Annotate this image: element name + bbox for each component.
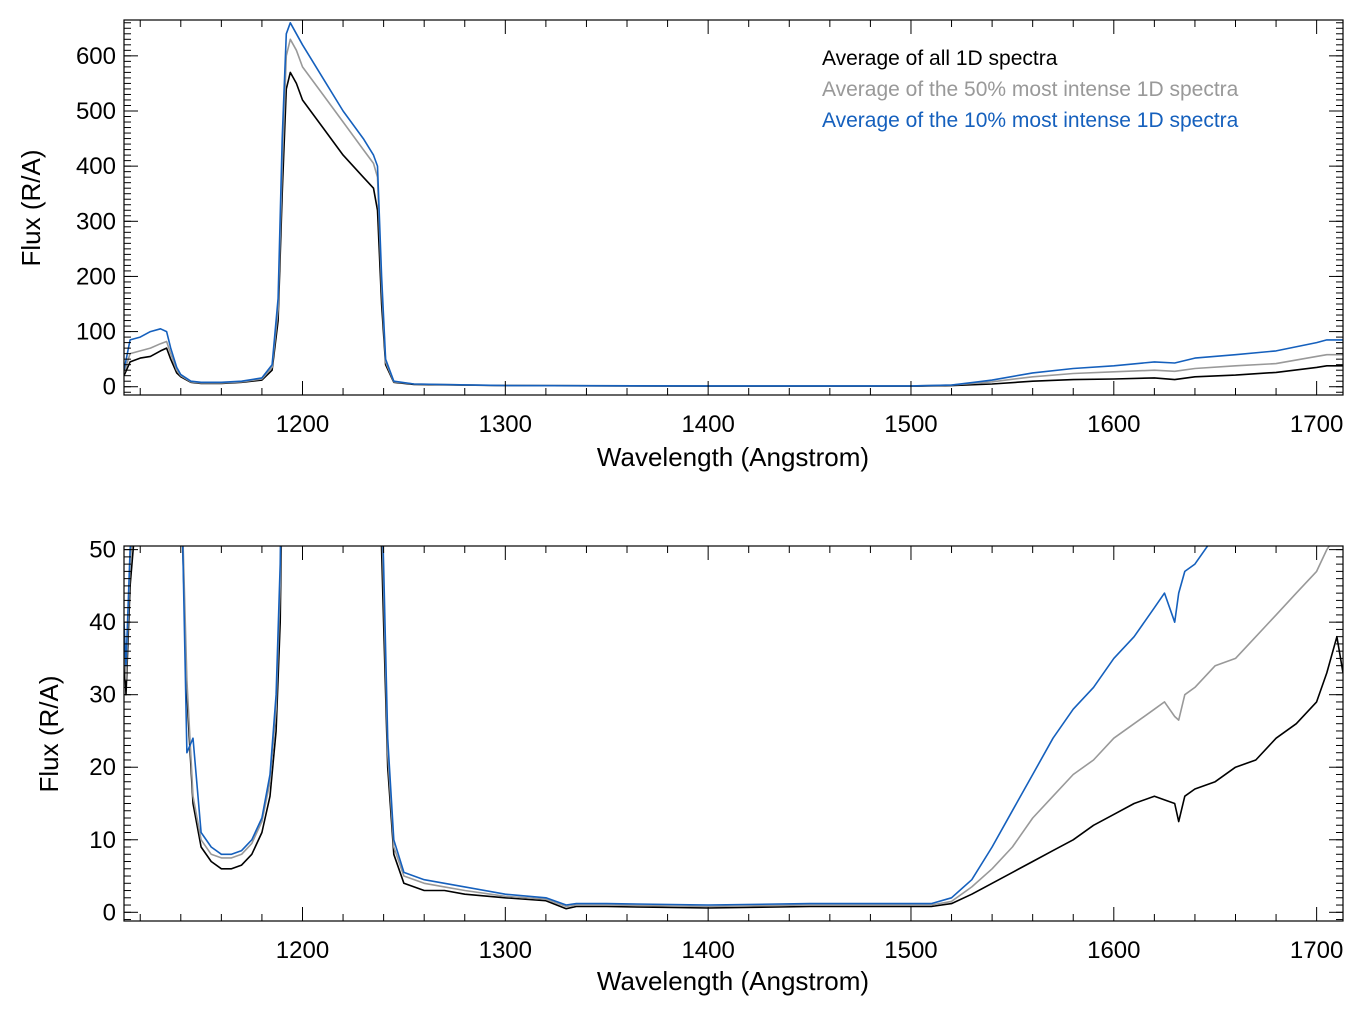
top-axis-ticks: 1200 1300 1400 1500 1600 1700 0 100 200 300 400 500… bbox=[76, 20, 1343, 438]
top-x-axis-title: Wavelength (Angstrom) bbox=[597, 442, 869, 472]
top-y-tick-label: 400 bbox=[76, 153, 116, 180]
top-y-tick-label: 100 bbox=[76, 319, 116, 346]
top-x-tick-label: 1200 bbox=[276, 411, 329, 438]
bottom-y-axis-title: Flux (R/A) bbox=[34, 676, 64, 793]
bottom-panel: 1200 1300 1400 1500 1600 1700 0 10 20 30 40 50 Wave… bbox=[34, 537, 1344, 996]
bottom-x-axis-title: Wavelength (Angstrom) bbox=[597, 966, 869, 996]
top-y-tick-label: 500 bbox=[76, 98, 116, 125]
bottom-x-tick-label: 1600 bbox=[1087, 937, 1140, 964]
top-y-tick-label: 200 bbox=[76, 263, 116, 290]
bottom-series-line-10pct-spectra bbox=[124, 546, 1209, 906]
bottom-y-tick-label: 10 bbox=[89, 827, 116, 854]
top-y-tick-label: 0 bbox=[103, 374, 116, 401]
bottom-x-tick-label: 1300 bbox=[479, 937, 532, 964]
top-x-tick-label: 1400 bbox=[681, 411, 734, 438]
bottom-plot-frame bbox=[123, 545, 1344, 922]
bottom-y-tick-label: 20 bbox=[89, 754, 116, 781]
bottom-y-tick-label: 40 bbox=[89, 609, 116, 636]
top-series-line-10pct-spectra bbox=[124, 21, 1343, 387]
bottom-series-group bbox=[124, 546, 1343, 910]
bottom-x-tick-label: 1500 bbox=[884, 937, 937, 964]
top-y-tick-label: 300 bbox=[76, 208, 116, 235]
legend-entry-10pct: Average of the 10% most intense 1D spect… bbox=[822, 109, 1239, 132]
legend-entry-all: Average of all 1D spectra bbox=[822, 47, 1058, 70]
bottom-x-tick-label: 1400 bbox=[681, 937, 734, 964]
top-plot-frame bbox=[123, 19, 1344, 396]
top-y-axis-title: Flux (R/A) bbox=[16, 150, 46, 267]
top-x-tick-label: 1500 bbox=[884, 411, 937, 438]
top-x-tick-label: 1300 bbox=[479, 411, 532, 438]
top-series-line-50pct-spectra bbox=[124, 38, 1343, 387]
legend-entry-50pct: Average of the 50% most intense 1D spect… bbox=[822, 78, 1239, 101]
top-series-group bbox=[124, 21, 1343, 388]
bottom-axis-ticks: 1200 1300 1400 1500 1600 1700 0 10 20 30 40 50 bbox=[89, 537, 1343, 964]
top-x-tick-label: 1700 bbox=[1290, 411, 1343, 438]
top-x-tick-label: 1600 bbox=[1087, 411, 1140, 438]
bottom-y-tick-label: 50 bbox=[89, 537, 116, 564]
top-y-tick-label: 600 bbox=[76, 43, 116, 70]
legend: Average of all 1D spectra Average of the… bbox=[822, 47, 1239, 132]
bottom-x-tick-label: 1200 bbox=[276, 937, 329, 964]
top-series-line-all-spectra bbox=[124, 71, 1343, 388]
bottom-y-tick-label: 30 bbox=[89, 682, 116, 709]
bottom-y-tick-label: 0 bbox=[103, 899, 116, 926]
bottom-x-tick-label: 1700 bbox=[1290, 937, 1343, 964]
bottom-series-line-all-spectra bbox=[124, 546, 1343, 910]
bottom-series-line-50pct-spectra bbox=[124, 546, 1331, 908]
top-panel: 1200 1300 1400 1500 1600 1700 0 100 200 300 400 500… bbox=[16, 19, 1344, 472]
